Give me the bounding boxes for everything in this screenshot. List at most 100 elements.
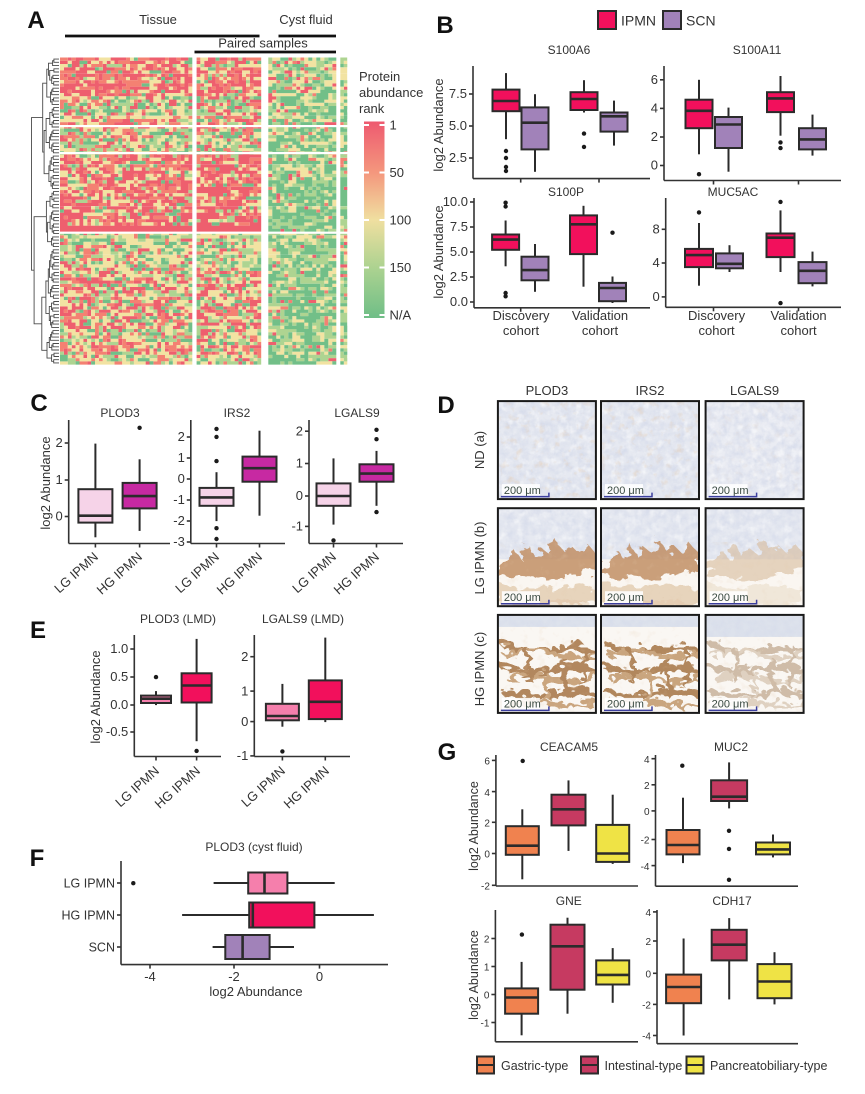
svg-text:2: 2 — [241, 649, 248, 664]
svg-text:Tissue: Tissue — [139, 12, 177, 27]
svg-text:-2: -2 — [641, 836, 650, 847]
svg-text:-2: -2 — [228, 969, 240, 984]
svg-text:200 μm: 200 μm — [607, 485, 644, 497]
svg-text:100: 100 — [390, 213, 412, 228]
svg-text:ND (a): ND (a) — [472, 431, 487, 469]
svg-text:4: 4 — [645, 908, 651, 919]
svg-text:1: 1 — [484, 963, 490, 974]
svg-text:6: 6 — [484, 757, 490, 768]
svg-text:B: B — [436, 12, 453, 39]
svg-text:HG IPMN: HG IPMN — [331, 549, 382, 597]
svg-text:4: 4 — [652, 255, 659, 270]
svg-text:200 μm: 200 μm — [504, 485, 541, 497]
svg-text:0: 0 — [645, 970, 651, 981]
svg-text:GNE: GNE — [556, 894, 582, 908]
svg-text:SCN: SCN — [89, 941, 115, 955]
svg-text:G: G — [438, 739, 457, 766]
svg-text:0.0: 0.0 — [110, 697, 128, 712]
svg-text:IPMN: IPMN — [621, 13, 656, 29]
svg-text:6: 6 — [651, 72, 658, 87]
svg-text:cohort: cohort — [699, 323, 736, 338]
svg-text:PLOD3: PLOD3 — [526, 383, 569, 398]
svg-text:CEACAM5: CEACAM5 — [540, 740, 598, 754]
svg-text:PLOD3 (cyst fluid): PLOD3 (cyst fluid) — [205, 840, 302, 854]
svg-text:Protein: Protein — [359, 69, 400, 84]
svg-text:1: 1 — [241, 683, 248, 698]
svg-text:2: 2 — [651, 129, 658, 144]
svg-text:0: 0 — [296, 488, 303, 503]
svg-text:1: 1 — [55, 472, 62, 487]
svg-text:PLOD3: PLOD3 — [100, 406, 140, 420]
svg-text:F: F — [30, 845, 45, 872]
svg-text:cohort: cohort — [503, 323, 540, 338]
svg-text:-1: -1 — [480, 1019, 489, 1030]
svg-text:2: 2 — [296, 423, 303, 438]
svg-text:1: 1 — [178, 450, 185, 465]
svg-text:0: 0 — [241, 714, 248, 729]
svg-text:2.5: 2.5 — [450, 269, 468, 284]
svg-text:1: 1 — [390, 118, 397, 133]
svg-text:LG IPMN (b): LG IPMN (b) — [472, 522, 487, 595]
svg-text:-2: -2 — [173, 513, 185, 528]
svg-text:200 μm: 200 μm — [607, 592, 644, 604]
svg-text:0: 0 — [484, 850, 490, 861]
svg-text:200 μm: 200 μm — [504, 592, 541, 604]
svg-text:0: 0 — [651, 158, 658, 173]
svg-text:log2 Abundance: log2 Abundance — [467, 781, 481, 871]
svg-text:HG IPMN: HG IPMN — [281, 763, 332, 811]
svg-text:4: 4 — [484, 788, 490, 799]
svg-text:IRS2: IRS2 — [636, 383, 665, 398]
svg-text:Gastric-type: Gastric-type — [501, 1059, 568, 1073]
svg-text:abundance: abundance — [359, 85, 423, 100]
svg-text:log2 Abundance: log2 Abundance — [88, 650, 103, 743]
svg-text:CDH17: CDH17 — [712, 894, 752, 908]
svg-text:MUC2: MUC2 — [714, 740, 748, 754]
svg-text:LGALS9: LGALS9 — [334, 406, 380, 420]
svg-text:LG IPMN: LG IPMN — [64, 877, 115, 891]
svg-text:5.0: 5.0 — [449, 118, 467, 133]
svg-text:2: 2 — [55, 435, 62, 450]
svg-text:4: 4 — [644, 755, 650, 766]
svg-text:HG IPMN: HG IPMN — [152, 763, 203, 811]
svg-text:5.0: 5.0 — [450, 244, 468, 259]
svg-text:log2 Abundance: log2 Abundance — [209, 984, 302, 999]
svg-text:1.0: 1.0 — [110, 641, 128, 656]
svg-text:10.0: 10.0 — [443, 194, 468, 209]
svg-text:2: 2 — [644, 781, 650, 792]
svg-text:50: 50 — [390, 165, 404, 180]
svg-text:log2 Abundance: log2 Abundance — [38, 436, 53, 529]
svg-text:log2 Abundance: log2 Abundance — [431, 205, 446, 298]
svg-text:4: 4 — [651, 101, 658, 116]
svg-text:0: 0 — [316, 969, 323, 984]
svg-text:-4: -4 — [144, 969, 156, 984]
svg-text:0: 0 — [644, 807, 650, 818]
svg-text:0: 0 — [178, 471, 185, 486]
svg-text:200 μm: 200 μm — [712, 592, 749, 604]
svg-text:Pancreatobiliary-type: Pancreatobiliary-type — [710, 1059, 827, 1073]
svg-text:1: 1 — [296, 456, 303, 471]
svg-text:-4: -4 — [641, 862, 650, 873]
svg-text:200 μm: 200 μm — [607, 699, 644, 711]
svg-text:cohort: cohort — [781, 323, 818, 338]
svg-text:0: 0 — [55, 509, 62, 524]
svg-text:200 μm: 200 μm — [504, 699, 541, 711]
svg-text:N/A: N/A — [390, 308, 412, 323]
svg-text:HG IPMN: HG IPMN — [94, 549, 145, 597]
svg-text:Validation: Validation — [572, 308, 628, 323]
svg-text:S100A6: S100A6 — [548, 43, 591, 57]
svg-text:7.5: 7.5 — [449, 86, 467, 101]
svg-text:log2 Abundance: log2 Abundance — [467, 930, 481, 1020]
svg-text:Paired samples: Paired samples — [218, 36, 308, 51]
svg-text:0: 0 — [652, 289, 659, 304]
svg-text:S100P: S100P — [548, 185, 584, 199]
svg-text:-1: -1 — [291, 519, 303, 534]
svg-text:rank: rank — [359, 101, 385, 116]
svg-text:200 μm: 200 μm — [712, 699, 749, 711]
svg-text:S100A11: S100A11 — [733, 43, 782, 57]
svg-text:-4: -4 — [642, 1032, 651, 1043]
svg-text:LG IPMN: LG IPMN — [289, 549, 339, 596]
svg-text:HG IPMN: HG IPMN — [214, 549, 265, 597]
svg-text:IRS2: IRS2 — [224, 406, 251, 420]
svg-text:-2: -2 — [481, 882, 490, 893]
svg-text:-2: -2 — [642, 1001, 651, 1012]
